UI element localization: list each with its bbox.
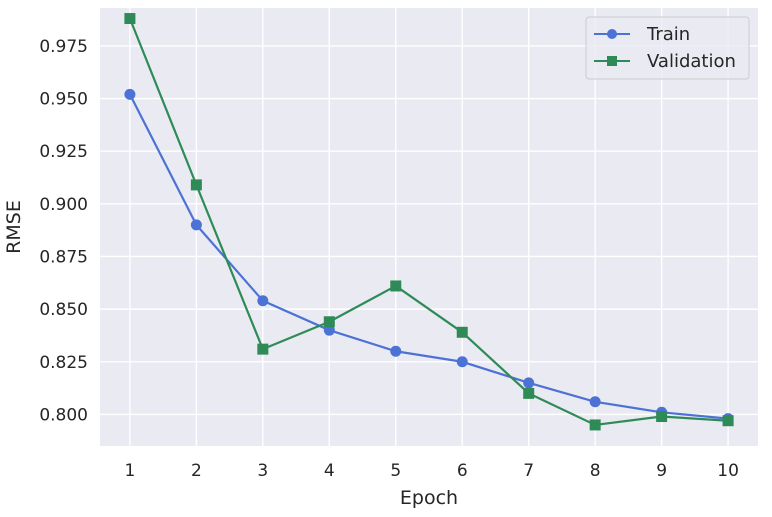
data-point-train [456,356,468,368]
legend-validation-marker [607,56,617,66]
series-line-validation [128,18,729,427]
data-point-validation [589,419,601,431]
y-axis-ticks: 0.800 0.825 0.850 0.875 0.900 0.925 0.950 0.975 [39,37,88,426]
data-point-train [190,219,202,231]
x-tick-label: 6 [457,461,468,481]
x-tick-label: 1 [124,461,135,481]
x-tick-label: 10 [717,461,739,481]
x-tick-label: 8 [590,461,601,481]
legend-validation-label: Validation [647,51,736,72]
x-tick-label: 5 [390,461,401,481]
x-axis-ticks: 1 2 3 4 5 6 7 8 9 10 [124,461,738,481]
data-point-validation [456,326,468,338]
data-point-validation [190,179,202,191]
y-tick-label: 0.850 [39,300,88,320]
data-point-validation [257,343,269,355]
data-point-train [589,396,601,408]
data-point-validation [722,415,734,427]
data-point-validation [523,387,535,399]
data-point-validation [323,316,335,328]
legend-train-label: Train [646,24,690,45]
y-tick-label: 0.975 [39,37,88,57]
y-tick-label: 0.900 [39,195,88,215]
data-point-train [523,377,535,389]
data-point-validation [124,13,136,25]
grid [100,8,758,446]
x-tick-label: 4 [324,461,335,481]
series-validation [124,13,734,431]
data-point-validation [656,411,668,423]
y-tick-label: 0.800 [39,405,88,425]
x-tick-label: 7 [523,461,534,481]
y-tick-label: 0.925 [39,142,88,162]
y-tick-label: 0.875 [39,247,88,267]
data-point-train [323,324,335,336]
y-tick-label: 0.950 [39,90,88,110]
data-point-validation [390,280,402,292]
y-axis-label: RMSE [3,200,25,254]
data-point-train [124,88,136,100]
x-tick-label: 9 [656,461,667,481]
x-axis-label: Epoch [400,487,458,509]
x-tick-label: 3 [257,461,268,481]
data-point-train [257,295,269,307]
data-point-train [390,345,402,357]
y-tick-label: 0.825 [39,353,88,373]
series-line-train [128,93,729,420]
x-tick-label: 2 [191,461,202,481]
legend-box [585,16,750,80]
legend: Train Validation [585,16,750,80]
legend-train-marker [607,29,617,39]
plot-area [100,8,758,446]
series-layer [124,13,734,431]
